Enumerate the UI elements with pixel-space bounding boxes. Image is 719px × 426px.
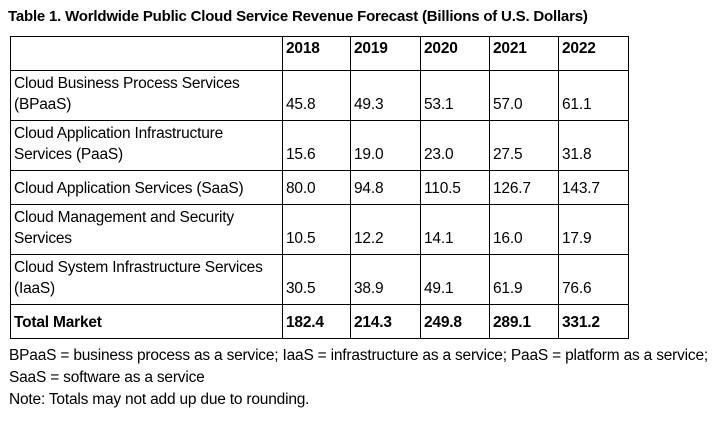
value-cell: 23.0 [420,120,490,171]
table-row: Cloud Business Process Services (BPaaS) 4… [10,70,629,121]
value-cell: 289.1 [489,304,559,339]
revenue-forecast-table: 2018 2019 2020 2021 2022 Cloud Business Proc… [10,36,629,339]
value-cell: 49.3 [350,70,421,121]
row-label: Cloud Business Process Services (BPaaS) [10,70,283,121]
value-cell: 53.1 [420,70,490,121]
table-row: Cloud Management and Security Services 10… [10,204,629,255]
table-header-row: 2018 2019 2020 2021 2022 [10,36,629,71]
value-cell: 12.2 [350,204,421,255]
corner-cell [10,36,283,71]
value-cell: 49.1 [420,254,490,305]
value-cell: 31.8 [558,120,629,171]
value-cell: 126.7 [489,170,559,205]
value-cell: 17.9 [558,204,629,255]
value-cell: 143.7 [558,170,629,205]
year-header: 2022 [558,36,629,71]
table-row: Cloud Application Infrastructure Service… [10,120,629,171]
value-cell: 110.5 [420,170,490,205]
value-cell: 61.1 [558,70,629,121]
value-cell: 214.3 [350,304,421,339]
year-header: 2021 [489,36,559,71]
table-row: Cloud System Infrastructure Services (Ia… [10,254,629,305]
value-cell: 57.0 [489,70,559,121]
value-cell: 80.0 [282,170,351,205]
table-title: Table 1. Worldwide Public Cloud Service … [8,8,588,25]
value-cell: 45.8 [282,70,351,121]
value-cell: 27.5 [489,120,559,171]
value-cell: 249.8 [420,304,490,339]
value-cell: 94.8 [350,170,421,205]
total-row: Total Market 182.4 214.3 249.8 289.1 331.2 [10,304,629,339]
value-cell: 182.4 [282,304,351,339]
row-label: Cloud Application Services (SaaS) [10,170,283,205]
row-label: Cloud Management and Security Services [10,204,283,255]
value-cell: 14.1 [420,204,490,255]
abbreviations-note: BPaaS = business process as a service; I… [9,347,708,386]
value-cell: 38.9 [350,254,421,305]
value-cell: 16.0 [489,204,559,255]
value-cell: 10.5 [282,204,351,255]
footnotes: BPaaS = business process as a service; I… [9,345,711,411]
value-cell: 331.2 [558,304,629,339]
row-label: Cloud Application Infrastructure Service… [10,120,283,171]
value-cell: 30.5 [282,254,351,305]
year-header: 2018 [282,36,351,71]
value-cell: 15.6 [282,120,351,171]
value-cell: 76.6 [558,254,629,305]
year-header: 2019 [350,36,421,71]
value-cell: 19.0 [350,120,421,171]
table-row: Cloud Application Services (SaaS) 80.0 94.… [10,170,629,205]
row-label: Total Market [10,304,283,339]
table-body: Cloud Business Process Services (BPaaS) 4… [10,70,629,339]
value-cell: 61.9 [489,254,559,305]
year-header: 2020 [420,36,490,71]
row-label: Cloud System Infrastructure Services (Ia… [10,254,283,305]
rounding-note: Note: Totals may not add up due to round… [9,391,310,408]
